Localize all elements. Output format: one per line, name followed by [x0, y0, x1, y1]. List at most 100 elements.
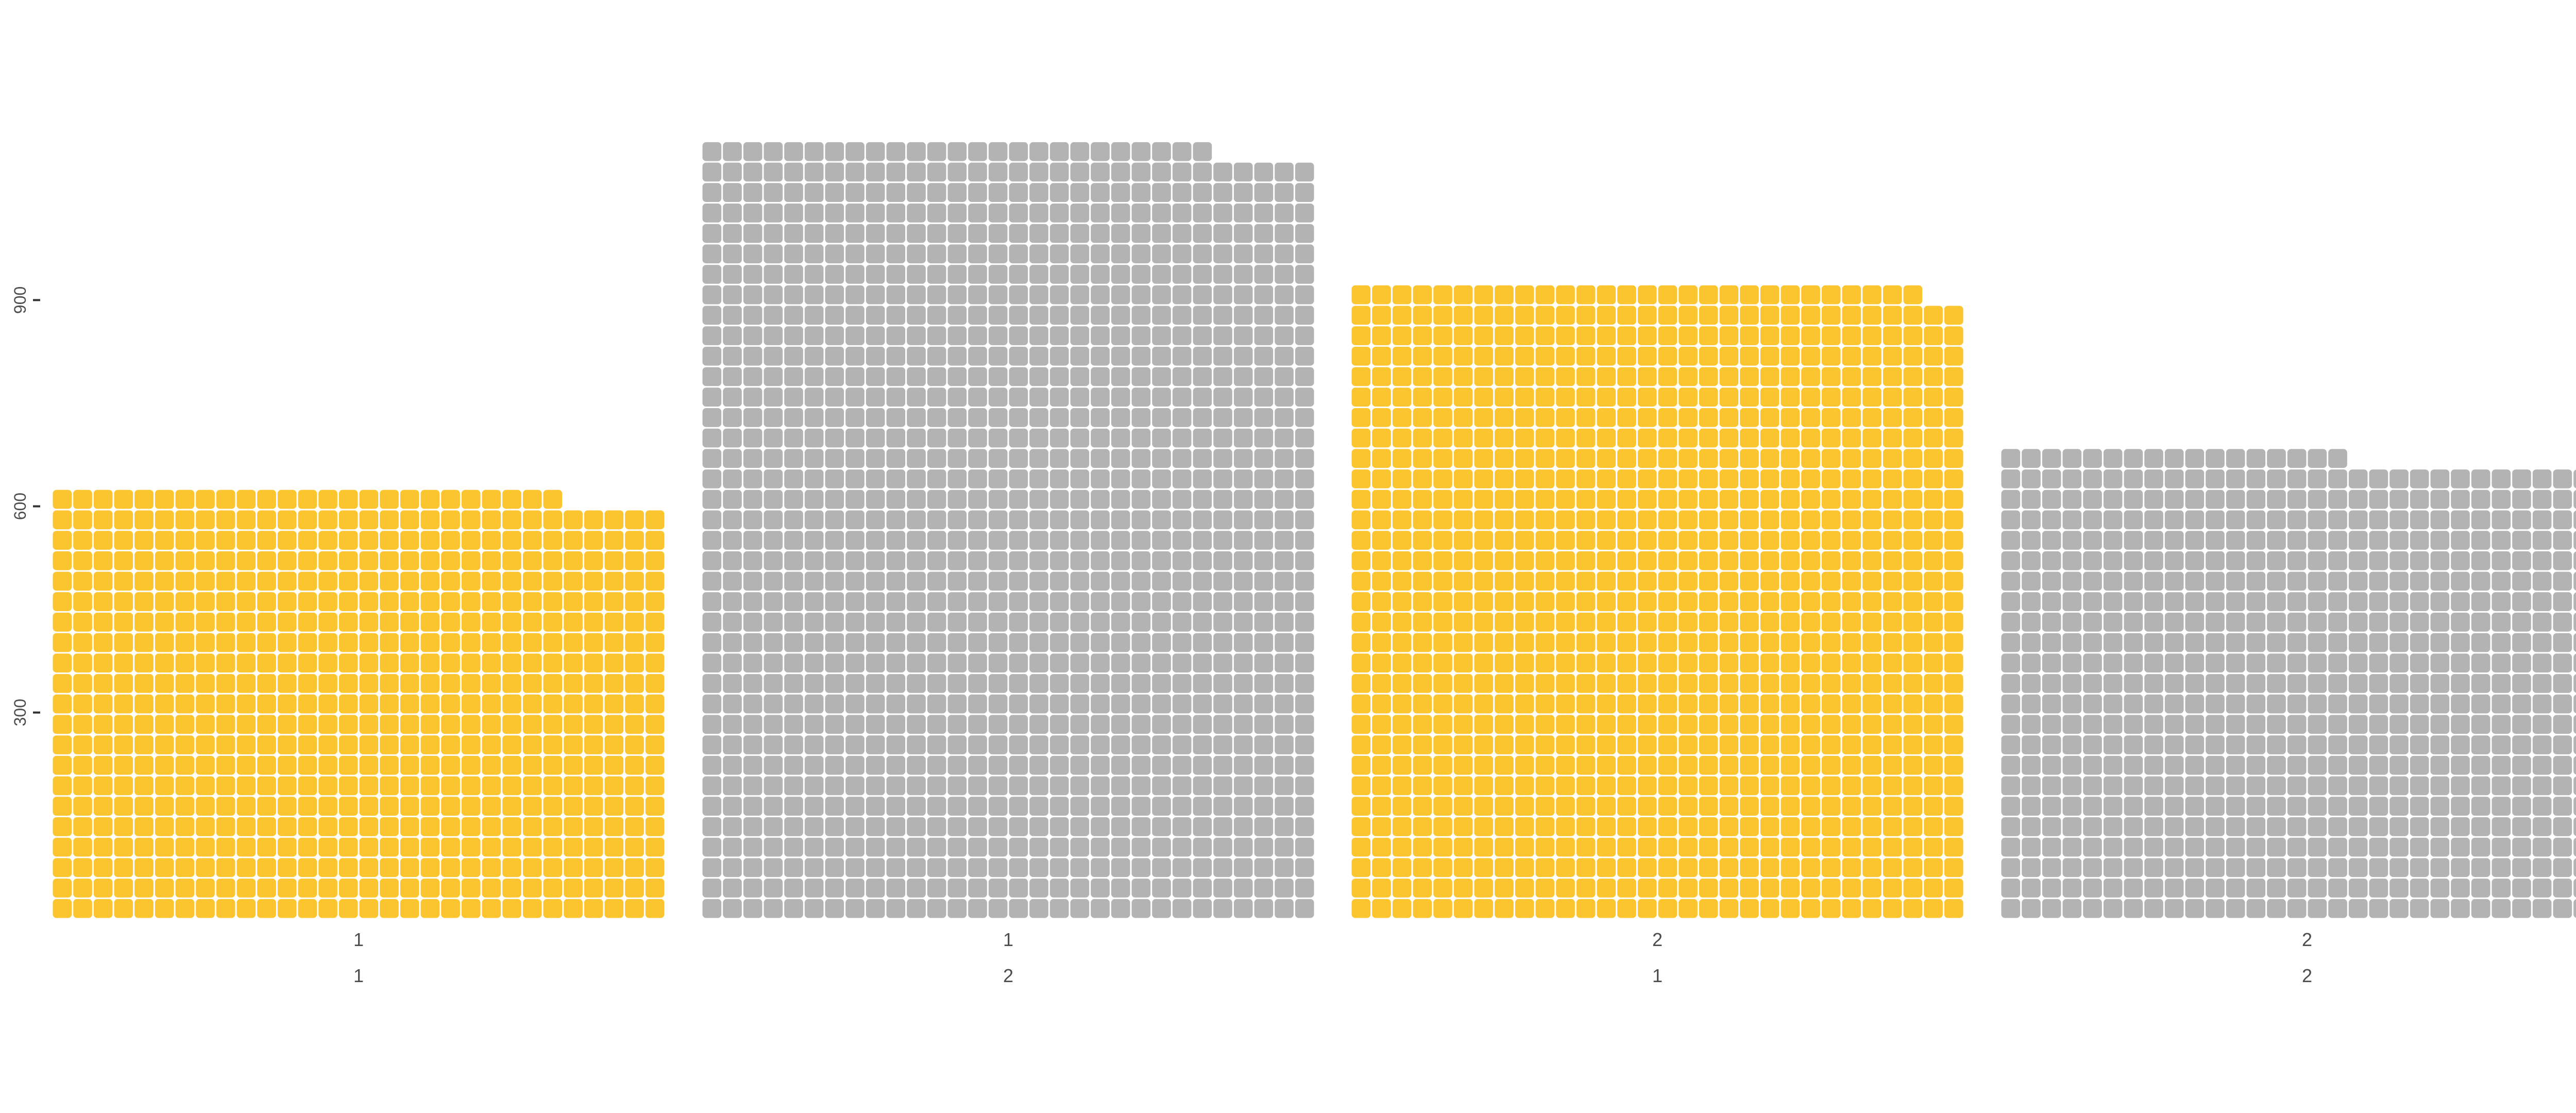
waffle-square — [1049, 674, 1069, 693]
waffle-square — [825, 633, 844, 652]
waffle-square — [1617, 633, 1636, 652]
waffle-square — [318, 715, 337, 734]
waffle-square — [947, 326, 967, 345]
waffle-square — [2573, 613, 2576, 632]
waffle-square — [380, 551, 399, 570]
waffle-square — [1821, 531, 1841, 550]
waffle-square — [1392, 285, 1412, 305]
waffle-square — [764, 469, 783, 488]
waffle-square — [196, 755, 215, 775]
waffle-square — [2185, 592, 2205, 611]
waffle-square — [338, 755, 358, 775]
waffle-square — [1821, 592, 1841, 611]
waffle-square — [2328, 613, 2347, 632]
waffle-square — [1254, 387, 1274, 407]
waffle-square — [2573, 776, 2576, 795]
waffle-square — [2573, 531, 2576, 550]
waffle-square — [1372, 633, 1391, 652]
waffle-square — [886, 858, 906, 878]
waffle-square — [947, 715, 967, 734]
waffle-square — [702, 797, 722, 816]
waffle-square — [1617, 306, 1636, 325]
waffle-square — [764, 551, 783, 570]
waffle-square — [2124, 510, 2143, 530]
waffle-square — [2430, 510, 2450, 530]
waffle-square — [723, 265, 742, 284]
waffle-square — [2124, 694, 2143, 714]
waffle-square — [73, 653, 92, 673]
waffle-square — [1474, 817, 1494, 836]
waffle-square — [2430, 879, 2450, 898]
waffle-square — [2308, 715, 2327, 734]
waffle-square — [2185, 755, 2205, 775]
waffle-square — [1658, 797, 1677, 816]
waffle-square — [1801, 449, 1820, 468]
waffle-square — [1275, 653, 1294, 673]
waffle-square — [196, 531, 215, 550]
waffle-square — [1111, 510, 1130, 530]
waffle-square — [1009, 653, 1028, 673]
waffle-panel: 21 — [1351, 285, 1963, 986]
waffle-square — [1172, 224, 1192, 243]
waffle-square — [2083, 899, 2102, 918]
waffle-square — [1152, 265, 1171, 284]
waffle-square — [1254, 204, 1274, 223]
waffle-square — [2553, 531, 2572, 550]
waffle-square — [155, 653, 174, 673]
waffle-square — [845, 367, 865, 386]
waffle-square — [1131, 633, 1151, 652]
waffle-square — [2042, 633, 2061, 652]
waffle-square — [1091, 653, 1110, 673]
waffle-square — [1009, 571, 1028, 591]
waffle-square — [1372, 592, 1391, 611]
waffle-square — [1172, 858, 1192, 878]
waffle-square — [1351, 694, 1371, 714]
waffle-square — [2369, 551, 2388, 570]
waffle-square — [1172, 244, 1192, 264]
waffle-square — [886, 469, 906, 488]
waffle-square — [257, 613, 276, 632]
waffle-panel: 12 — [702, 142, 1314, 986]
waffle-square — [1392, 735, 1412, 754]
waffle-square — [359, 633, 379, 652]
waffle-square — [1556, 653, 1575, 673]
waffle-square — [277, 797, 297, 816]
waffle-square — [1842, 735, 1861, 754]
waffle-square — [2144, 837, 2163, 857]
waffle-square — [1842, 346, 1861, 366]
waffle-square — [1719, 858, 1739, 878]
waffle-square — [1111, 367, 1130, 386]
waffle-square — [1453, 653, 1473, 673]
waffle-square — [1009, 306, 1028, 325]
waffle-square — [1172, 633, 1192, 652]
waffle-square — [1131, 367, 1151, 386]
waffle-square — [2185, 531, 2205, 550]
waffle-square — [2246, 510, 2266, 530]
waffle-square — [2471, 817, 2490, 836]
waffle-square — [1556, 633, 1575, 652]
waffle-square — [1392, 694, 1412, 714]
waffle-square — [1515, 858, 1534, 878]
waffle-square — [702, 387, 722, 407]
waffle-square — [702, 244, 722, 264]
waffle-square — [2451, 531, 2470, 550]
waffle-square — [1556, 837, 1575, 857]
waffle-square — [1903, 469, 1923, 488]
waffle-square — [1152, 162, 1171, 182]
waffle-square — [1719, 306, 1739, 325]
waffle-square — [1254, 285, 1274, 305]
waffle-square — [2103, 633, 2123, 652]
waffle-square — [2471, 490, 2490, 509]
waffle-square — [866, 837, 885, 857]
waffle-square — [1801, 428, 1820, 448]
waffle-square — [723, 613, 742, 632]
waffle-square — [1535, 551, 1555, 570]
waffle-square — [1862, 551, 1882, 570]
waffle-square — [134, 653, 154, 673]
waffle-square — [1781, 899, 1800, 918]
waffle-square — [2206, 858, 2225, 878]
waffle-square — [1556, 428, 1575, 448]
waffle-square — [1597, 633, 1616, 652]
waffle-square — [2451, 633, 2470, 652]
x-label-bottom: 2 — [1003, 965, 1013, 986]
